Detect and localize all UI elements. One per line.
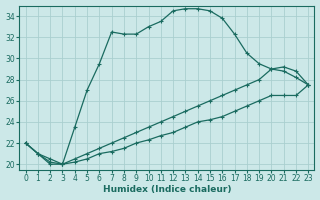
X-axis label: Humidex (Indice chaleur): Humidex (Indice chaleur) — [103, 185, 231, 194]
